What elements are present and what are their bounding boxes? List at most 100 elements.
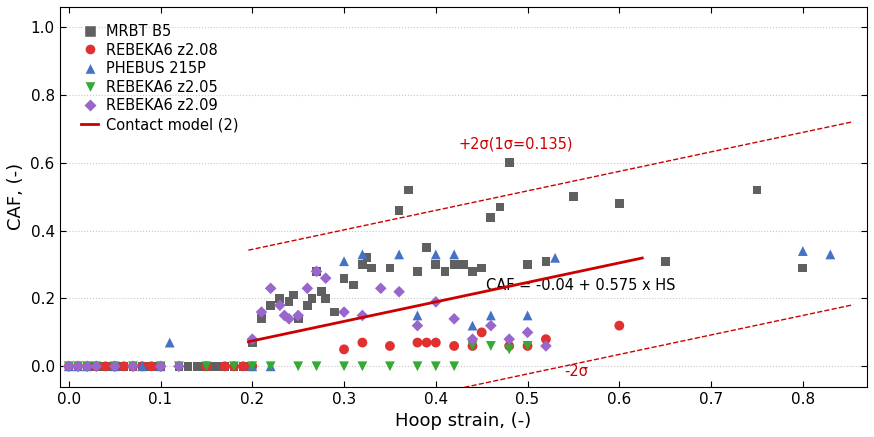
Point [154, 363, 168, 370]
Point [135, 363, 149, 370]
Text: -2σ: -2σ [565, 364, 588, 379]
Point [99, 363, 113, 370]
Point [273, 302, 287, 309]
Point [447, 363, 461, 370]
Point [539, 336, 553, 343]
Point [337, 309, 351, 316]
Point [80, 363, 94, 370]
Point [383, 363, 397, 370]
Point [80, 363, 94, 370]
Point [429, 339, 443, 346]
Text: +2σ(1σ=0.135): +2σ(1σ=0.135) [459, 136, 573, 151]
Point [80, 363, 94, 370]
Point [356, 261, 370, 268]
Point [199, 363, 213, 370]
Point [71, 363, 85, 370]
Point [539, 258, 553, 265]
Point [246, 339, 260, 346]
Point [411, 312, 425, 319]
Text: CAF = -0.04 + 0.575 x HS: CAF = -0.04 + 0.575 x HS [486, 278, 676, 293]
Point [99, 363, 113, 370]
Point [429, 363, 443, 370]
Point [108, 363, 121, 370]
Point [356, 363, 370, 370]
Point [89, 363, 103, 370]
Point [282, 316, 296, 323]
Point [411, 339, 425, 346]
Point [135, 363, 149, 370]
Point [71, 363, 85, 370]
Point [484, 322, 498, 329]
Point [392, 288, 406, 295]
Point [191, 363, 205, 370]
Point [135, 363, 149, 370]
Point [429, 261, 443, 268]
Point [154, 363, 168, 370]
Point [227, 363, 241, 370]
Point [796, 247, 810, 254]
Point [420, 244, 434, 251]
Point [411, 322, 425, 329]
Point [71, 363, 85, 370]
Point [503, 346, 517, 353]
Point [154, 363, 168, 370]
Point [658, 258, 672, 265]
Point [456, 261, 470, 268]
Point [346, 281, 360, 288]
Point [301, 302, 315, 309]
Point [447, 261, 461, 268]
Point [172, 363, 186, 370]
Point [447, 251, 461, 258]
Point [80, 363, 94, 370]
Point [521, 261, 535, 268]
Point [337, 258, 351, 265]
Point [218, 363, 232, 370]
Point [117, 363, 131, 370]
X-axis label: Hoop strain, (-): Hoop strain, (-) [395, 412, 531, 430]
Point [291, 363, 305, 370]
Point [319, 295, 333, 302]
Point [89, 363, 103, 370]
Point [199, 363, 213, 370]
Point [613, 322, 627, 329]
Point [319, 275, 333, 282]
Point [301, 285, 315, 292]
Point [144, 363, 158, 370]
Point [484, 312, 498, 319]
Point [264, 285, 278, 292]
Point [126, 363, 140, 370]
Point [466, 343, 480, 350]
Point [246, 336, 260, 343]
Point [71, 363, 85, 370]
Point [750, 187, 764, 194]
Point [126, 363, 140, 370]
Point [71, 363, 85, 370]
Point [521, 343, 535, 350]
Point [273, 295, 287, 302]
Point [493, 204, 507, 211]
Point [277, 312, 291, 319]
Point [172, 363, 186, 370]
Point [364, 264, 378, 271]
Point [163, 339, 177, 346]
Point [287, 291, 301, 298]
Point [305, 295, 319, 302]
Point [209, 363, 223, 370]
Point [539, 343, 553, 350]
Point [108, 363, 121, 370]
Point [117, 363, 131, 370]
Point [154, 363, 168, 370]
Point [356, 339, 370, 346]
Point [246, 363, 260, 370]
Point [144, 363, 158, 370]
Point [254, 316, 268, 323]
Point [392, 207, 406, 214]
Point [503, 160, 517, 166]
Point [337, 275, 351, 282]
Point [314, 288, 328, 295]
Point [62, 363, 76, 370]
Point [246, 363, 260, 370]
Point [521, 329, 535, 336]
Point [447, 316, 461, 323]
Point [172, 363, 186, 370]
